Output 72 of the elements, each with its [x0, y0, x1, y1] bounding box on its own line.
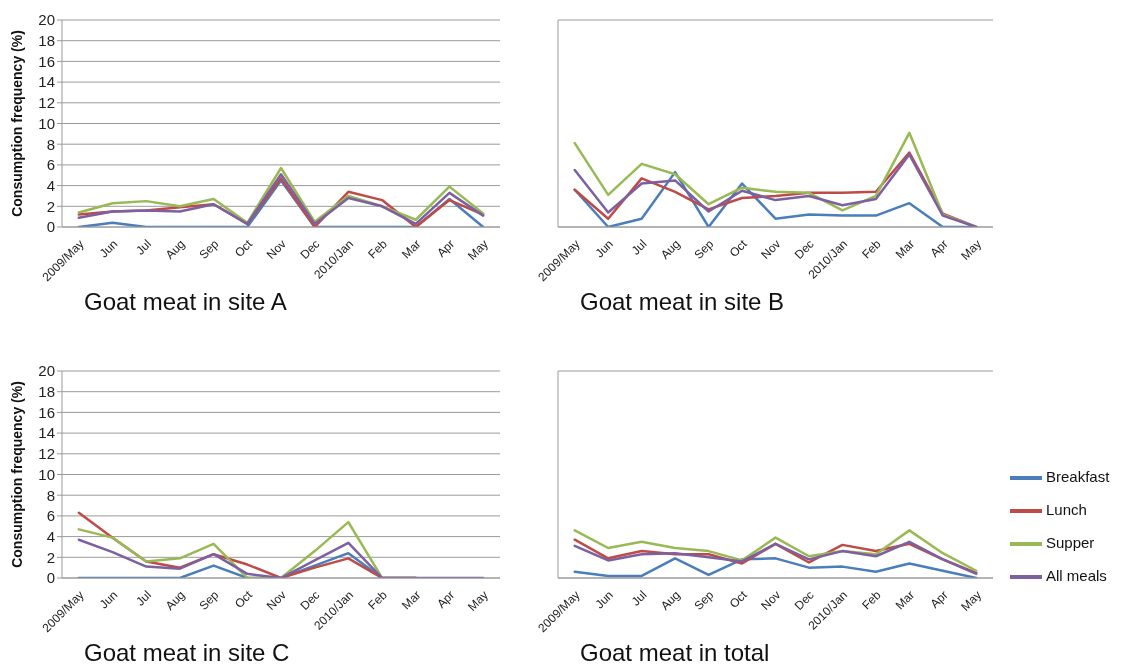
y-tick-label: 18 — [38, 32, 55, 50]
x-tick-label: Mar — [399, 236, 424, 262]
x-tick-label: Jun — [592, 587, 616, 612]
x-tick-label: Feb — [859, 236, 884, 262]
x-tick-label: Jun — [592, 236, 616, 261]
y-tick-label: 16 — [38, 403, 55, 421]
y-tick-label: 0 — [46, 218, 55, 236]
x-tick-label: Feb — [365, 587, 391, 613]
x-tick-label: Mar — [399, 587, 424, 613]
y-tick-label: 20 — [38, 11, 55, 29]
y-tick-label: 8 — [46, 486, 55, 504]
text: Goat meat in site C — [84, 639, 290, 666]
x-tick-label: May — [958, 236, 985, 263]
y-tick-label: 14 — [38, 424, 55, 442]
x-tick-label: Jul — [628, 236, 650, 258]
y-tick-label: 16 — [38, 52, 55, 70]
y-tick-label: 14 — [38, 73, 55, 91]
x-tick-label: Sep — [196, 236, 222, 262]
y-tick-label: 12 — [38, 445, 55, 463]
y-axis-title: Consumption frequency (%) — [8, 30, 25, 217]
x-tick-label: Aug — [657, 236, 683, 262]
y-tick-label: 2 — [46, 197, 55, 215]
x-tick-label: May — [465, 587, 491, 614]
x-tick-label: May — [465, 236, 491, 263]
x-tick-label: May — [958, 587, 985, 614]
y-tick-label: 4 — [46, 176, 55, 194]
x-tick-label: Oct — [726, 587, 751, 611]
x-tick-label: Aug — [162, 236, 188, 262]
legend-label: All meals — [1046, 567, 1107, 585]
x-tick-label: Mar — [892, 587, 918, 613]
x-tick-label: Aug — [657, 587, 683, 613]
x-tick-label: Apr — [927, 587, 951, 611]
x-tick-label: Oct — [231, 236, 256, 260]
text: Goat meat in site B — [580, 288, 785, 315]
x-tick-label: Jun — [96, 236, 121, 261]
legend-label: Breakfast — [1046, 468, 1110, 485]
x-tick-label: Feb — [859, 587, 884, 613]
y-tick-label: 2 — [46, 548, 55, 566]
y-tick-label: 10 — [38, 465, 55, 483]
x-tick-label: Nov — [758, 587, 784, 613]
x-tick-label: Oct — [231, 587, 256, 611]
x-tick-label: Jun — [96, 587, 121, 612]
x-tick-label: Apr — [434, 236, 458, 260]
y-tick-label: 4 — [46, 527, 55, 545]
x-tick-label: Mar — [892, 236, 918, 262]
x-tick-label: Nov — [263, 587, 289, 613]
x-tick-label: Jul — [628, 587, 650, 609]
y-tick-label: 6 — [46, 507, 55, 525]
x-tick-label: Feb — [365, 236, 391, 262]
x-tick-label: Nov — [758, 236, 784, 262]
y-tick-label: 18 — [38, 383, 55, 401]
x-tick-label: Oct — [726, 236, 751, 260]
y-tick-label: 10 — [38, 114, 55, 132]
y-tick-label: 12 — [38, 94, 55, 112]
x-tick-label: Jul — [133, 587, 155, 609]
text: Goat meat in total — [580, 639, 770, 666]
x-tick-label: Sep — [691, 236, 717, 262]
x-tick-label: Nov — [263, 236, 289, 262]
x-tick-label: Sep — [196, 587, 222, 613]
x-tick-label: Apr — [434, 587, 458, 611]
y-tick-label: 0 — [46, 569, 55, 587]
y-tick-label: 8 — [46, 135, 55, 153]
legend-label: Supper — [1046, 534, 1095, 552]
y-tick-label: 20 — [38, 362, 55, 380]
x-tick-label: Sep — [691, 587, 717, 613]
y-tick-label: 6 — [46, 156, 55, 174]
text: Goat meat in site A — [84, 288, 287, 315]
x-tick-label: Aug — [162, 587, 188, 613]
legend-label: Lunch — [1046, 501, 1087, 519]
x-tick-label: Apr — [927, 236, 951, 260]
y-axis-title: Consumption frequency (%) — [8, 381, 25, 568]
x-tick-label: Jul — [133, 236, 155, 258]
